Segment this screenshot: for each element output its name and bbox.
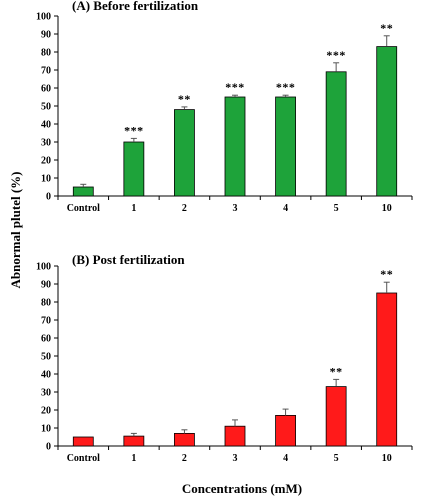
bar	[174, 432, 195, 447]
significance-label: ***	[276, 80, 296, 94]
bar	[72, 436, 94, 447]
y-tick-label: 20	[41, 156, 51, 167]
bar	[123, 141, 145, 197]
bar	[72, 186, 94, 197]
significance-label: ***	[326, 48, 346, 62]
y-tick-label: 60	[41, 334, 51, 345]
y-tick-label: 50	[41, 352, 51, 363]
bar	[376, 46, 398, 197]
bar	[325, 386, 347, 447]
bar	[275, 414, 296, 447]
bar	[224, 425, 246, 447]
y-tick-label: 90	[41, 280, 51, 291]
y-tick-label: 20	[41, 406, 51, 417]
y-tick-label: 70	[41, 316, 51, 327]
bar	[123, 435, 145, 447]
panel-a-before-fertilization: (A) Before fertilization 0 10 20 30 40 50 60 70 8…	[36, 0, 413, 214]
bar	[174, 109, 195, 197]
x-tick-label: 2	[182, 203, 187, 214]
significance-label: **	[380, 267, 393, 281]
x-tick-label: Control	[67, 453, 100, 464]
chart-title: (A) Before fertilization	[72, 0, 199, 13]
y-tick-label: 0	[46, 192, 51, 203]
chart-title: (B) Post fertilization	[72, 252, 185, 267]
y-tick-label: 30	[41, 138, 51, 149]
y-tick-label: 40	[41, 370, 51, 381]
y-tick-label: 40	[41, 120, 51, 131]
x-tick-label: 4	[283, 203, 288, 214]
y-tick-label: 70	[41, 66, 51, 77]
bar	[224, 96, 246, 197]
bar	[325, 71, 347, 197]
y-tick-label: 80	[41, 48, 51, 59]
y-tick-label: 60	[41, 84, 51, 95]
x-tick-label: 2	[182, 453, 187, 464]
significance-label: **	[380, 21, 393, 35]
significance-label: ***	[124, 123, 144, 137]
y-axis-label: Abnormal plutel (%)	[8, 172, 23, 289]
y-tick-label: 0	[46, 442, 51, 453]
x-tick-label: 5	[334, 203, 339, 214]
x-tick-label: 10	[382, 453, 392, 464]
y-tick-label: 100	[36, 12, 51, 23]
y-tick-label: 50	[41, 102, 51, 113]
y-tick-label: 10	[41, 174, 51, 185]
y-tick-label: 80	[41, 298, 51, 309]
y-tick-label: 10	[41, 424, 51, 435]
significance-label: **	[330, 364, 343, 378]
x-tick-label: 1	[131, 203, 136, 214]
y-tick-label: 100	[36, 262, 51, 273]
y-tick-label: 90	[41, 30, 51, 41]
x-tick-label: 5	[334, 453, 339, 464]
bar	[275, 96, 296, 197]
y-tick-label: 30	[41, 388, 51, 399]
significance-label: **	[178, 92, 191, 106]
x-tick-label: 4	[283, 453, 288, 464]
panel-b-post-fertilization: (B) Post fertilization 0 10 20 30 40 50 60 70 80 9…	[36, 252, 413, 464]
x-tick-label: 1	[131, 453, 136, 464]
significance-label: ***	[225, 80, 245, 94]
x-tick-label: 10	[382, 203, 392, 214]
x-tick-label: 3	[233, 203, 238, 214]
x-tick-label: Control	[67, 203, 100, 214]
bar	[376, 292, 398, 447]
x-tick-label: 3	[233, 453, 238, 464]
x-axis-label: Concentrations (mM)	[182, 481, 302, 496]
